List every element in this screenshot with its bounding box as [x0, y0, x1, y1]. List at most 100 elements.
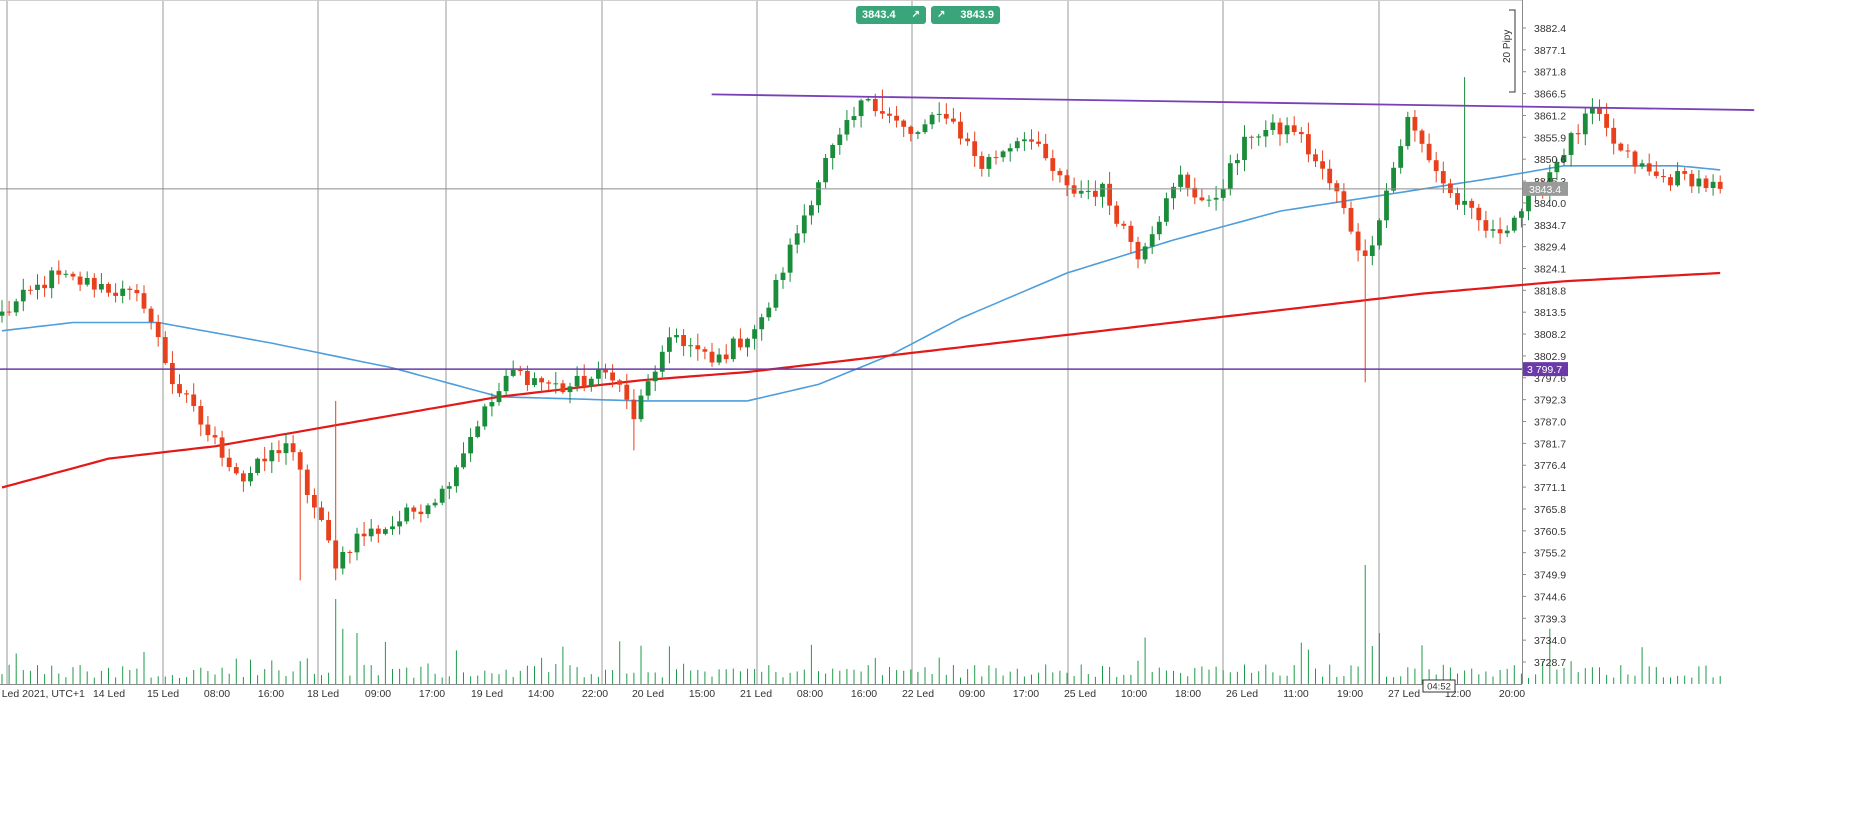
candle-33[interactable]	[233, 462, 239, 476]
candle-85[interactable]	[603, 363, 608, 379]
candle-142[interactable]	[1007, 143, 1013, 162]
candle-186[interactable]	[1320, 150, 1325, 180]
candle-105[interactable]	[745, 337, 750, 357]
candle-198[interactable]	[1405, 111, 1411, 150]
candle-141[interactable]	[1000, 149, 1006, 162]
candle-79[interactable]	[560, 380, 566, 395]
candle-188[interactable]	[1334, 180, 1340, 204]
candle-126[interactable]	[894, 106, 899, 128]
trend-line[interactable]	[711, 93, 1755, 111]
candle-153[interactable]	[1085, 179, 1091, 200]
candle-144[interactable]	[1022, 132, 1027, 152]
candle-112[interactable]	[794, 224, 800, 254]
candle-64[interactable]	[454, 464, 459, 493]
candle-3[interactable]	[20, 278, 26, 312]
candle-165[interactable]	[1171, 182, 1176, 210]
candle-181[interactable]	[1284, 117, 1290, 144]
candle-69[interactable]	[489, 393, 495, 417]
candle-189[interactable]	[1341, 183, 1347, 215]
candle-136[interactable]	[965, 132, 970, 146]
candle-26[interactable]	[184, 389, 189, 403]
candle-116[interactable]	[823, 154, 828, 189]
candle-125[interactable]	[887, 107, 892, 124]
candle-194[interactable]	[1377, 218, 1382, 250]
candle-40[interactable]	[283, 433, 289, 465]
candle-66[interactable]	[468, 428, 473, 462]
candle-103[interactable]	[730, 336, 736, 362]
candle-173[interactable]	[1227, 154, 1233, 196]
candle-202[interactable]	[1433, 152, 1439, 183]
candle-191[interactable]	[1355, 223, 1361, 262]
candle-1[interactable]	[6, 300, 12, 316]
candle-242[interactable]	[1717, 175, 1723, 194]
candle-222[interactable]	[1575, 124, 1581, 145]
candle-154[interactable]	[1093, 180, 1098, 207]
candle-46[interactable]	[326, 511, 331, 543]
candle-201[interactable]	[1426, 133, 1432, 163]
candle-57[interactable]	[404, 503, 410, 525]
candle-225[interactable]	[1597, 99, 1602, 121]
candle-138[interactable]	[979, 151, 985, 177]
candle-158[interactable]	[1121, 220, 1127, 230]
candle-238[interactable]	[1689, 169, 1695, 193]
candle-80[interactable]	[567, 382, 573, 404]
candle-9[interactable]	[63, 270, 69, 278]
candle-170[interactable]	[1206, 195, 1212, 207]
candle-86[interactable]	[610, 364, 615, 388]
candle-6[interactable]	[42, 276, 47, 297]
candle-224[interactable]	[1590, 98, 1595, 125]
candle-4[interactable]	[28, 285, 33, 295]
candle-30[interactable]	[212, 426, 218, 445]
candle-176[interactable]	[1249, 135, 1254, 150]
candle-52[interactable]	[368, 519, 374, 542]
candle-16[interactable]	[113, 283, 118, 303]
candle-28[interactable]	[198, 399, 204, 437]
candle-192[interactable]	[1362, 239, 1368, 383]
candle-237[interactable]	[1682, 167, 1688, 181]
candle-155[interactable]	[1100, 182, 1105, 208]
candle-113[interactable]	[801, 204, 807, 243]
candle-241[interactable]	[1710, 174, 1716, 196]
candle-0[interactable]	[0, 300, 5, 323]
candle-2[interactable]	[13, 298, 19, 316]
candle-185[interactable]	[1313, 148, 1318, 168]
candle-220[interactable]	[1561, 148, 1567, 166]
candle-239[interactable]	[1696, 169, 1702, 194]
candle-32[interactable]	[226, 448, 232, 472]
candle-95[interactable]	[674, 328, 679, 343]
candle-114[interactable]	[809, 200, 814, 225]
candle-135[interactable]	[958, 112, 963, 145]
ma-fast-line[interactable]	[1, 165, 1721, 402]
candle-150[interactable]	[1064, 169, 1070, 197]
candle-140[interactable]	[993, 150, 999, 165]
candle-171[interactable]	[1213, 186, 1219, 211]
candle-111[interactable]	[787, 238, 793, 282]
candle-178[interactable]	[1263, 120, 1269, 148]
candle-160[interactable]	[1135, 236, 1141, 269]
candle-87[interactable]	[617, 378, 623, 392]
candle-43[interactable]	[304, 464, 310, 504]
candle-180[interactable]	[1277, 118, 1283, 146]
candle-234[interactable]	[1661, 169, 1666, 183]
candle-219[interactable]	[1554, 158, 1560, 181]
candle-37[interactable]	[262, 446, 268, 472]
candle-98[interactable]	[695, 333, 701, 361]
candle-120[interactable]	[851, 106, 857, 128]
candle-77[interactable]	[546, 380, 552, 391]
candle-227[interactable]	[1611, 118, 1617, 155]
candle-102[interactable]	[723, 344, 729, 364]
candle-75[interactable]	[532, 372, 537, 388]
candle-197[interactable]	[1398, 139, 1404, 174]
candle-63[interactable]	[446, 481, 452, 500]
candle-240[interactable]	[1703, 175, 1709, 192]
candle-196[interactable]	[1391, 162, 1396, 193]
candle-23[interactable]	[162, 331, 168, 365]
candle-143[interactable]	[1014, 137, 1020, 152]
candle-36[interactable]	[255, 457, 260, 476]
candle-59[interactable]	[418, 504, 424, 523]
candle-169[interactable]	[1199, 188, 1205, 202]
candle-168[interactable]	[1192, 177, 1198, 205]
candle-84[interactable]	[596, 361, 601, 386]
candle-68[interactable]	[482, 403, 488, 430]
ma-slow-line[interactable]	[1, 271, 1721, 489]
